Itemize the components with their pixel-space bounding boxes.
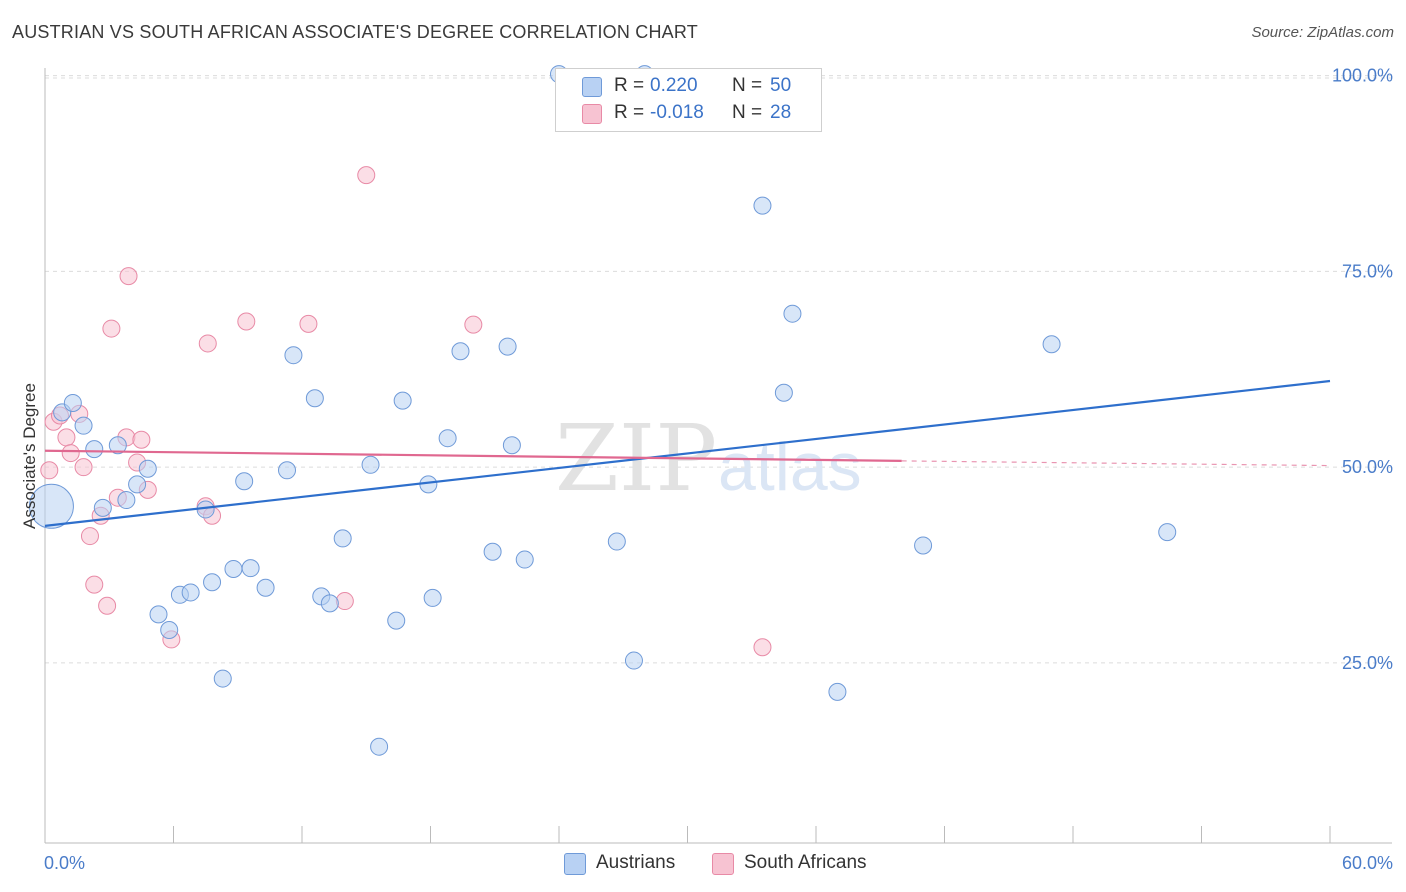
south-africans-point [85, 575, 104, 594]
south-africans-point [132, 430, 151, 449]
austrians-point [203, 573, 222, 592]
n-label: N = [732, 102, 763, 123]
austrians-point [1158, 523, 1177, 542]
n-label: N = [732, 75, 763, 96]
austrians-point [93, 498, 112, 517]
austrians-point [213, 669, 232, 688]
axes [44, 68, 1392, 844]
austrians-point [108, 436, 127, 455]
austrians-point [914, 536, 933, 555]
tick-labels: 25.0% 50.0% 75.0% 100.0% 0.0% 60.0% [44, 66, 1393, 873]
y-tick-label: 25.0% [1342, 653, 1393, 673]
austrians-point [624, 651, 643, 670]
austrians-point [498, 337, 517, 356]
austrians-point [502, 436, 521, 455]
austrians-point [515, 550, 534, 569]
austrians-point [333, 529, 352, 548]
austrians-swatch [582, 77, 602, 97]
austrians-point [305, 389, 324, 408]
austrians-point [149, 605, 168, 624]
watermark-atlas: atlas [718, 429, 862, 505]
y-tick-label: 75.0% [1342, 261, 1393, 281]
austrians-trend-line [44, 379, 1331, 527]
austrians-point [387, 611, 406, 630]
r-value: -0.018 [650, 102, 704, 123]
r-label: R = [614, 102, 645, 123]
austrians-legend-label: Austrians [596, 852, 676, 873]
n-value: 28 [770, 102, 792, 123]
austrians-point [85, 440, 104, 459]
south-africans-trend-line [44, 449, 902, 462]
austrians-point [828, 682, 847, 701]
south-africans-legend-label: South Africans [744, 852, 867, 873]
austrians-point [235, 472, 254, 491]
austrians-point [224, 559, 243, 578]
chart-title: AUSTRIAN VS SOUTH AFRICAN ASSOCIATE'S DE… [12, 22, 698, 42]
south-africans-point [74, 458, 93, 477]
austrians-point [284, 346, 303, 365]
austrians-point [181, 583, 200, 602]
austrians-points [28, 65, 1177, 756]
south-africans-point [464, 315, 483, 334]
austrians-point [256, 578, 275, 597]
austrians-point [774, 383, 793, 402]
r-label: R = [614, 75, 645, 96]
y-tick-label: 100.0% [1332, 66, 1393, 86]
y-tick-label: 50.0% [1342, 457, 1393, 477]
source-label: Source: ZipAtlas.com [1251, 24, 1394, 41]
r-value: 0.220 [650, 75, 698, 96]
south-africans-trend-extension [901, 460, 1331, 467]
south-africans-point [40, 461, 59, 480]
austrians-point [607, 532, 626, 551]
south-africans-point [61, 444, 80, 463]
south-africans-point [237, 312, 256, 331]
austrians-point [241, 559, 260, 578]
austrians-point [117, 491, 136, 510]
austrians-point [138, 459, 157, 478]
austrians-point [160, 621, 179, 640]
south-africans-point [753, 638, 772, 657]
south-africans-point [98, 596, 117, 615]
austrians-point [128, 475, 147, 494]
south-africans-point [119, 267, 138, 286]
austrians-point [423, 588, 442, 607]
south-africans-point [357, 166, 376, 185]
austrians-point [28, 483, 74, 529]
n-value: 50 [770, 75, 792, 96]
austrians-point [1042, 335, 1061, 354]
austrians-point [483, 542, 502, 561]
south-africans-point [102, 319, 121, 338]
trend-lines [44, 379, 1331, 527]
austrians-point [438, 429, 457, 448]
austrians-point [370, 737, 389, 756]
austrians-legend-swatch [564, 853, 586, 875]
austrians-point [361, 455, 380, 474]
x-tick-label-min: 0.0% [44, 853, 85, 873]
south-africans-legend-swatch [712, 853, 734, 875]
x-tick-label-max: 60.0% [1342, 853, 1393, 873]
south-africans-point [57, 428, 76, 447]
south-africans-point [299, 314, 318, 333]
correlation-legend: R = 0.220 N = 50 R = -0.018 N = 28 [555, 68, 822, 132]
austrians-point [320, 594, 339, 613]
austrians-point [451, 342, 470, 361]
south-africans-point [80, 527, 99, 546]
y-axis-title: Associate's Degree [20, 383, 39, 529]
austrians-point [278, 461, 297, 480]
south-africans-swatch [582, 104, 602, 124]
austrians-point [393, 391, 412, 410]
austrians-point [753, 196, 772, 215]
austrians-point [74, 416, 93, 435]
austrians-point [783, 304, 802, 323]
south-africans-point [335, 592, 354, 611]
austrians-point [63, 393, 82, 412]
south-africans-point [198, 334, 217, 353]
